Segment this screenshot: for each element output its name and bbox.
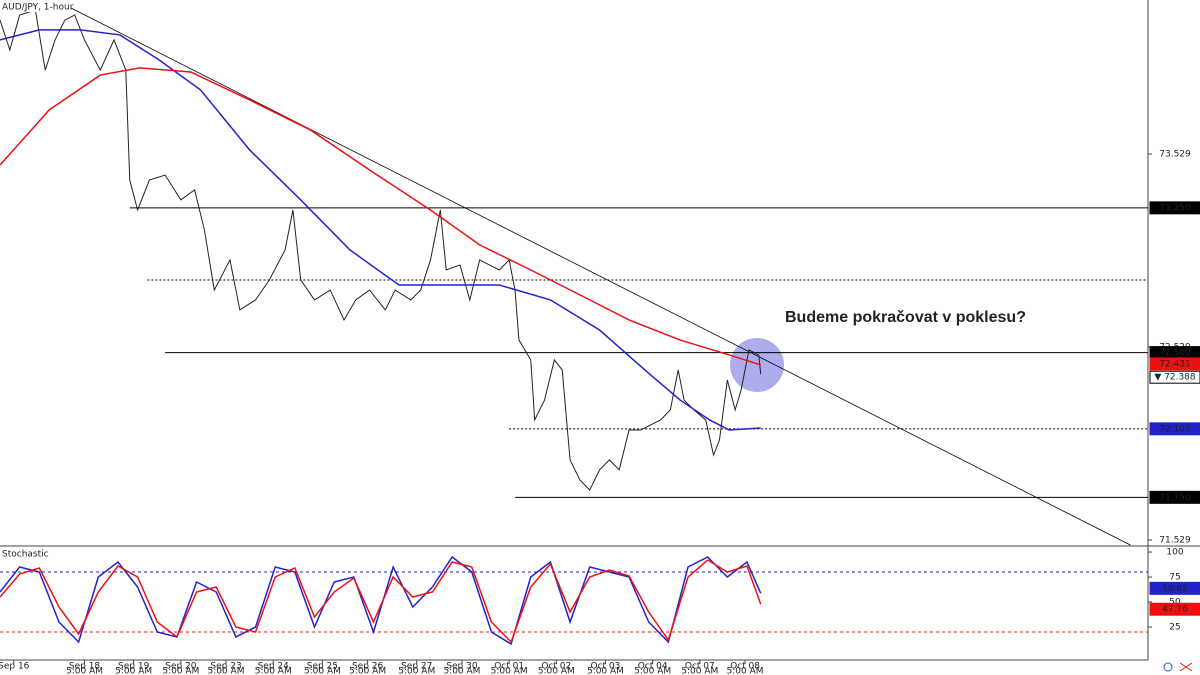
stoch-title-bg [0, 548, 40, 559]
icon[interactable] [1179, 662, 1193, 672]
x-tick-time: 5:00 AM [255, 667, 292, 675]
level-tag: 71.750 [1159, 493, 1191, 503]
value-tag: 58.65 [1162, 584, 1188, 594]
x-tick-label: Sep 27 [401, 662, 432, 672]
x-tick-label: Sep 23 [210, 662, 241, 672]
level-tag: 72.105 [1159, 424, 1191, 434]
x-tick-time: 5:00 AM [66, 667, 103, 675]
title-bg [0, 0, 66, 12]
chart-title: AUD/JPY, 1-hour [2, 3, 74, 13]
x-tick-time: 5:00 AM [162, 667, 199, 675]
trendline [70, 7, 1131, 546]
x-tick-label: Oct 03 [591, 662, 621, 672]
x-tick-label: Sep 20 [165, 662, 197, 672]
x-tick-label: Sep 16 [0, 662, 30, 672]
price-tag: 72.431 [1159, 359, 1191, 369]
toolbar-icons[interactable] [1163, 662, 1193, 672]
y-tick-label: 73.529 [1159, 150, 1191, 160]
x-tick-time: 5:00 AM [727, 667, 764, 675]
x-tick-label: Oct 04 [638, 662, 668, 672]
x-tick-time: 5:00 AM [349, 667, 386, 675]
level-tag: 73.250 [1159, 203, 1191, 213]
x-tick-label: Sep 25 [307, 662, 338, 672]
y-tick-label: 50 [1169, 598, 1181, 608]
value-tag: 47.76 [1162, 605, 1188, 615]
value-tag-bg [1149, 581, 1200, 595]
x-tick-label: Sep 26 [352, 662, 384, 672]
series-line [0, 559, 762, 644]
x-tick-label: Sep 18 [69, 662, 101, 672]
x-tick-label: Oct 07 [685, 662, 715, 672]
x-tick-label: Sep 19 [118, 662, 150, 672]
value-tag-bg [1149, 602, 1200, 616]
x-tick-time: 5:00 AM [443, 667, 480, 675]
x-tick-time: 5:00 AM [115, 667, 152, 675]
x-tick-time: 5:00 AM [634, 667, 671, 675]
x-tick-label: Sep 30 [446, 662, 478, 672]
x-tick-label: Sep 24 [258, 662, 290, 672]
x-tick-time: 5:00 AM [304, 667, 341, 675]
x-tick-time: 5:00 AM [538, 667, 575, 675]
price-tag-bg [1149, 370, 1200, 384]
y-tick-label: 71.529 [1159, 535, 1191, 545]
stoch-title: Stochastic [2, 550, 49, 560]
x-tick-label: Oct 01 [494, 662, 524, 672]
annotation: Budeme pokračovat v poklesu? [785, 309, 1026, 326]
y-tick-label: 75 [1169, 573, 1180, 583]
x-tick-label: Oct 08 [730, 662, 760, 672]
series-line [0, 9, 762, 491]
series-line [0, 29, 761, 431]
x-tick-label: Oct 02 [541, 662, 571, 672]
y-tick-label: 100 [1166, 548, 1183, 558]
x-tick-time: 5:00 AM [681, 667, 718, 675]
price-tag: ▼ 72.388 [1154, 373, 1196, 383]
series-line [0, 67, 761, 366]
price-tag-bg [1149, 357, 1200, 371]
level-tag: 72.500 [1159, 348, 1191, 358]
icon[interactable] [1163, 662, 1173, 672]
y-tick-label: 25 [1169, 623, 1180, 633]
level-tag-bg [1149, 422, 1200, 436]
x-tick-time: 5:00 AM [208, 667, 245, 675]
level-tag-bg [1149, 201, 1200, 215]
x-tick-time: 5:00 AM [587, 667, 624, 675]
x-tick-time: 5:00 AM [398, 667, 435, 675]
x-tick-time: 5:00 AM [491, 667, 528, 675]
level-tag-bg [1149, 490, 1200, 504]
